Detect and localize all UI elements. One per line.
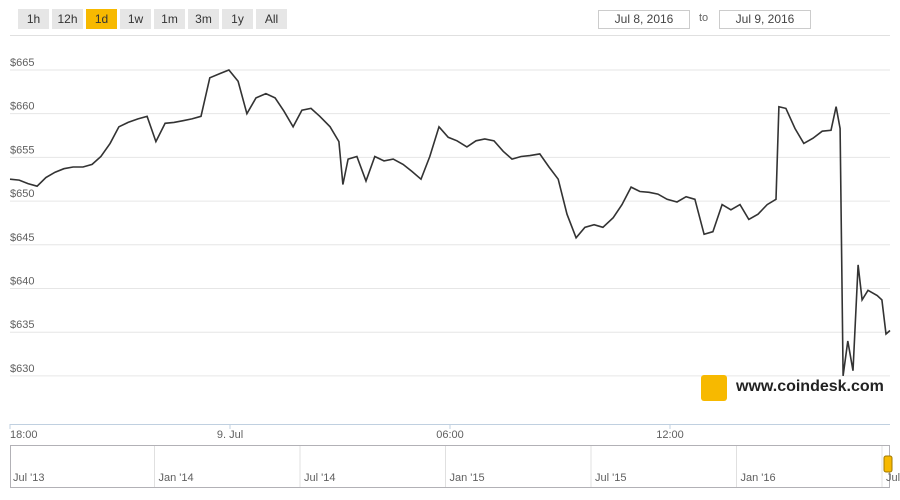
navigator-label: Jan '14 xyxy=(159,472,194,484)
logo xyxy=(701,375,727,401)
navigator-label: Jul '14 xyxy=(304,472,335,484)
range-button[interactable]: 1d xyxy=(86,9,117,29)
y-tick-label: $650 xyxy=(10,188,34,200)
watermark: www.coindesk.com xyxy=(736,378,884,395)
range-button[interactable]: 1m xyxy=(154,9,185,29)
x-tick-label: 9. Jul xyxy=(217,429,243,441)
x-tick-label: 06:00 xyxy=(436,429,464,441)
y-tick-label: $630 xyxy=(10,363,34,375)
navigator-label: Jan '16 xyxy=(741,472,776,484)
date-to-label: to xyxy=(699,12,709,24)
y-tick-label: $640 xyxy=(10,276,34,288)
range-button[interactable]: 1w xyxy=(120,9,151,29)
price-line xyxy=(9,69,891,377)
range-button[interactable]: 12h xyxy=(52,9,83,29)
range-button[interactable]: 1y xyxy=(222,9,253,29)
navigator-label: Jul '15 xyxy=(595,472,626,484)
navigator-label: Jan '15 xyxy=(450,472,485,484)
x-tick-label: 18:00 xyxy=(10,429,38,441)
navigator-handle[interactable] xyxy=(883,455,893,473)
date-from[interactable]: Jul 8, 2016 xyxy=(598,10,690,29)
navigator-label: Jul '13 xyxy=(13,472,44,484)
y-tick-label: $645 xyxy=(10,232,34,244)
date-to[interactable]: Jul 9, 2016 xyxy=(719,10,811,29)
range-button[interactable]: All xyxy=(256,9,287,29)
y-tick-label: $635 xyxy=(10,319,34,331)
range-button[interactable]: 3m xyxy=(188,9,219,29)
range-button[interactable]: 1h xyxy=(18,9,49,29)
x-tick-label: 12:00 xyxy=(656,429,684,441)
y-tick-label: $660 xyxy=(10,101,34,113)
navigator-label: Jul xyxy=(886,472,900,484)
y-tick-label: $665 xyxy=(10,57,34,69)
y-tick-label: $655 xyxy=(10,144,34,156)
